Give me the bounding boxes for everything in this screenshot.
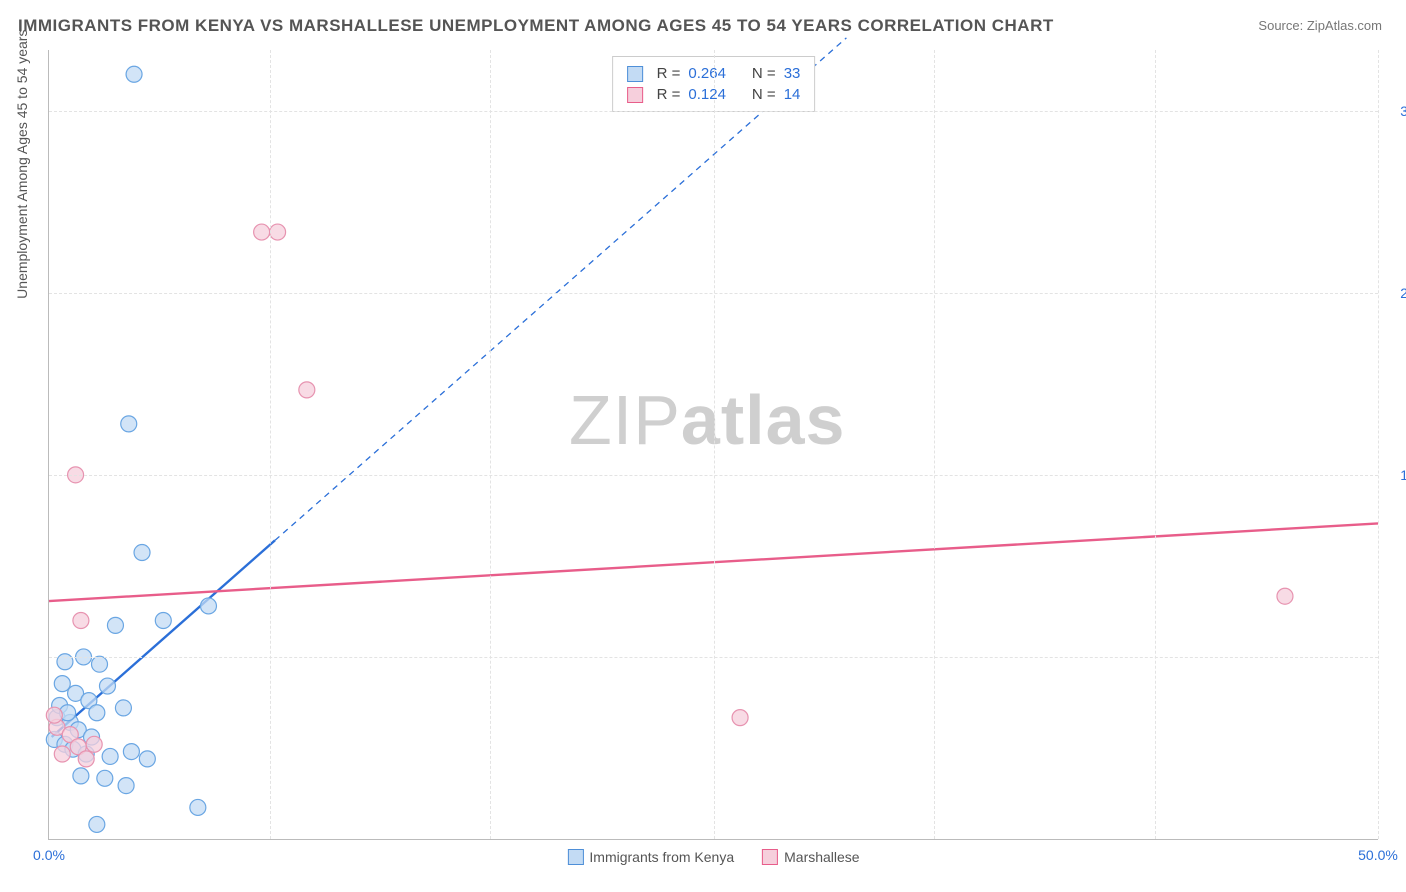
- y-tick-label: 7.5%: [1384, 649, 1406, 665]
- swatch-kenya: [627, 66, 643, 82]
- y-axis-label: Unemployment Among Ages 45 to 54 years: [14, 30, 30, 299]
- source-value: ZipAtlas.com: [1307, 18, 1382, 33]
- n-value-marshallese: 14: [784, 86, 801, 103]
- x-tick-label: 0.0%: [33, 847, 65, 863]
- gridline-v: [1155, 50, 1156, 839]
- gridline-v: [1378, 50, 1379, 839]
- swatch-marshallese-bottom: [762, 849, 778, 865]
- r-value-marshallese: 0.124: [688, 86, 726, 103]
- legend-label-kenya: Immigrants from Kenya: [589, 849, 734, 865]
- legend-item-kenya: Immigrants from Kenya: [567, 849, 734, 865]
- n-label: N =: [752, 65, 776, 82]
- n-value-kenya: 33: [784, 65, 801, 82]
- n-label: N =: [752, 86, 776, 103]
- source-credit: Source: ZipAtlas.com: [1258, 18, 1382, 33]
- y-tick-label: 30.0%: [1384, 103, 1406, 119]
- swatch-marshallese: [627, 87, 643, 103]
- gridline-v: [270, 50, 271, 839]
- gridline-v: [714, 50, 715, 839]
- y-tick-label: 22.5%: [1384, 285, 1406, 301]
- r-label: R =: [657, 65, 681, 82]
- r-value-kenya: 0.264: [688, 65, 726, 82]
- legend-label-marshallese: Marshallese: [784, 849, 859, 865]
- legend-item-marshallese: Marshallese: [762, 849, 859, 865]
- chart-plot-area: ZIPatlas R = 0.264 N = 33 R = 0.124 N = …: [48, 50, 1378, 840]
- gridline-v: [490, 50, 491, 839]
- x-tick-label: 50.0%: [1358, 847, 1398, 863]
- gridline-v: [934, 50, 935, 839]
- source-label: Source:: [1258, 18, 1303, 33]
- swatch-kenya-bottom: [567, 849, 583, 865]
- series-legend: Immigrants from Kenya Marshallese: [567, 849, 859, 865]
- y-tick-label: 15.0%: [1384, 467, 1406, 483]
- chart-title: IMMIGRANTS FROM KENYA VS MARSHALLESE UNE…: [18, 16, 1054, 36]
- r-label: R =: [657, 86, 681, 103]
